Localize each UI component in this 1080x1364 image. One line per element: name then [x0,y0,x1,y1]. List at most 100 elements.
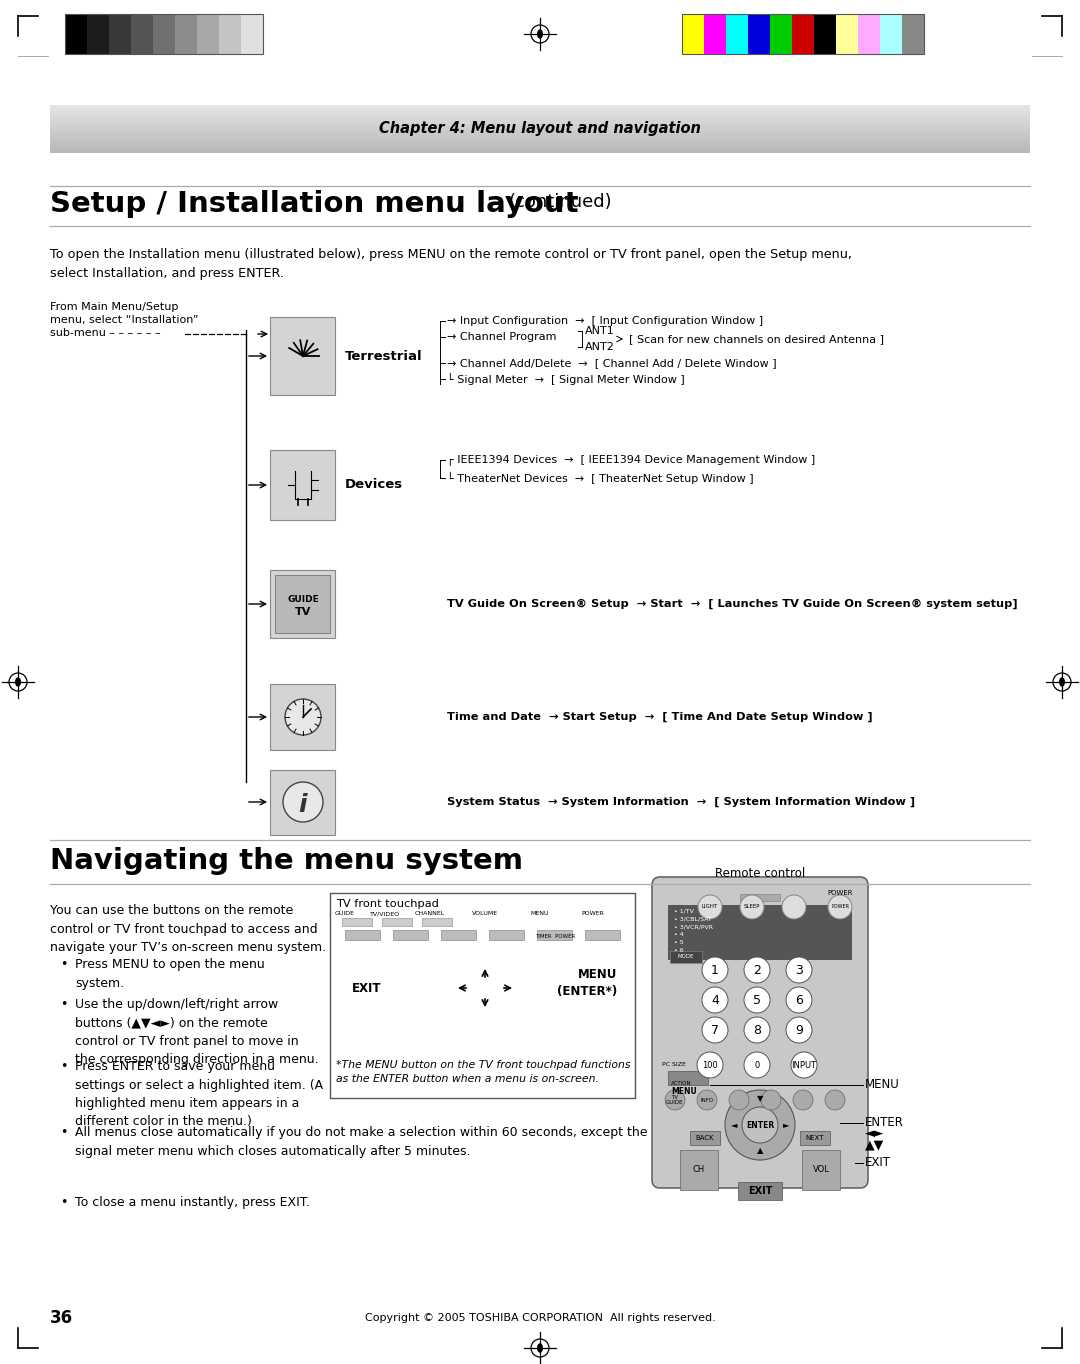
Text: 5: 5 [753,993,761,1007]
Bar [50,130,1030,132]
Text: Press MENU to open the menu
system.: Press MENU to open the menu system. [75,958,265,989]
Bar [738,1183,782,1200]
Text: TIMER  POWER: TIMER POWER [535,933,576,938]
Text: ANT1: ANT1 [585,326,615,336]
Text: POWER: POWER [827,889,853,896]
Circle shape [786,958,812,983]
Text: Devices: Devices [345,479,403,491]
Bar [585,930,620,940]
Text: EXIT: EXIT [352,982,381,994]
Bar [65,14,87,55]
Bar [50,105,1030,106]
Bar [342,918,372,926]
Circle shape [744,1052,770,1078]
Text: 7: 7 [711,1023,719,1037]
Text: INFO: INFO [701,1098,714,1102]
Circle shape [744,958,770,983]
Bar [669,1071,708,1084]
Text: TV front touchpad: TV front touchpad [336,899,438,908]
Bar [153,14,175,55]
Bar [345,930,380,940]
Text: • 3/VCR/PVR: • 3/VCR/PVR [674,925,713,929]
Bar [50,117,1030,120]
Bar [422,918,453,926]
Ellipse shape [16,678,21,686]
Text: └ Signal Meter  →  [ Signal Meter Window ]: └ Signal Meter → [ Signal Meter Window ] [447,372,685,385]
Bar [770,14,792,55]
Text: → Channel Program: → Channel Program [447,331,556,342]
Bar [109,14,131,55]
Bar [131,14,153,55]
Text: • 6: • 6 [674,948,684,953]
Text: INPUT: INPUT [792,1060,816,1069]
Text: MENU
(ENTER*): MENU (ENTER*) [557,968,617,997]
Circle shape [702,958,728,983]
Bar [740,893,780,902]
Text: 8: 8 [753,1023,761,1037]
Text: ┌ IEEE1394 Devices  →  [ IEEE1394 Device Management Window ]: ┌ IEEE1394 Devices → [ IEEE1394 Device M… [447,454,815,465]
Text: To close a menu instantly, press EXIT.: To close a menu instantly, press EXIT. [75,1196,310,1209]
Text: •: • [60,958,67,971]
Text: • 5: • 5 [674,941,684,945]
Text: EXIT: EXIT [865,1157,891,1169]
Circle shape [825,1090,845,1110]
Text: POWER: POWER [831,904,849,910]
Bar [792,14,814,55]
Bar [50,123,1030,124]
Circle shape [742,1108,778,1143]
Circle shape [740,895,764,919]
Bar [50,149,1030,151]
Text: TV Guide On Screen® Setup  → Start  →  [ Launches TV Guide On Screen® system set: TV Guide On Screen® Setup → Start → [ La… [447,599,1017,610]
Bar [669,904,852,960]
Circle shape [283,782,323,822]
Bar [50,145,1030,146]
Bar [50,134,1030,135]
Text: Terrestrial: Terrestrial [345,349,422,363]
Circle shape [697,1090,717,1110]
Bar [50,132,1030,134]
Bar [50,125,1030,127]
Bar [50,110,1030,113]
Text: VOL: VOL [812,1165,829,1174]
Bar [382,918,411,926]
Text: • 3/CBL/SAT: • 3/CBL/SAT [674,917,712,922]
Text: 1: 1 [711,963,719,977]
Circle shape [665,1090,685,1110]
Bar [489,930,524,940]
Text: ENTER: ENTER [746,1120,774,1129]
Bar [393,930,428,940]
Text: EXIT: EXIT [747,1187,772,1196]
Bar [802,1150,840,1189]
Text: PC SIZE: PC SIZE [662,1063,686,1068]
Bar [50,116,1030,117]
Bar [50,146,1030,149]
Circle shape [702,1018,728,1043]
Text: ◄: ◄ [731,1120,738,1129]
Text: ANT2: ANT2 [585,342,615,352]
Text: Copyright © 2005 TOSHIBA CORPORATION  All rights reserved.: Copyright © 2005 TOSHIBA CORPORATION All… [365,1314,715,1323]
Text: GUIDE: GUIDE [335,911,355,917]
Bar [50,127,1030,130]
Bar [726,14,748,55]
Text: TV: TV [295,607,311,617]
Ellipse shape [538,30,542,38]
Ellipse shape [1059,678,1064,686]
Text: All menus close automatically if you do not make a selection within 60 seconds, : All menus close automatically if you do … [75,1127,648,1158]
Bar [197,14,219,55]
Text: CH: CH [693,1165,705,1174]
Circle shape [697,1052,723,1078]
Text: MENU: MENU [530,911,550,917]
Bar [800,1131,831,1144]
Bar [902,14,924,55]
Bar [65,14,264,55]
Bar [50,138,1030,140]
Bar [441,930,476,940]
Text: •: • [60,998,67,1011]
Text: •: • [60,1196,67,1209]
Bar [50,109,1030,112]
Bar [704,14,726,55]
Bar [219,14,241,55]
Text: From Main Menu/Setup: From Main Menu/Setup [50,301,178,312]
Text: GUIDE: GUIDE [287,596,319,604]
Text: ENTER: ENTER [865,1117,904,1129]
